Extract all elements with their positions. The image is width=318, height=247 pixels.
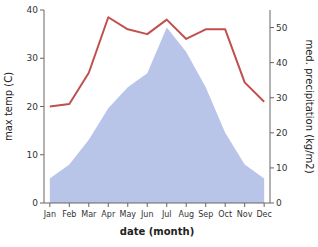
x-tick-label: Aug [178, 210, 194, 219]
y2-tick-label: 0 [276, 198, 282, 208]
y-tick-label: 10 [27, 150, 39, 160]
plot-area [50, 17, 264, 203]
y-axis-label: max temp (C) [3, 72, 14, 141]
x-tick-label: Jul [161, 210, 172, 219]
x-tick [225, 203, 226, 207]
x-tick-label: Apr [101, 210, 116, 219]
y2-tick [270, 167, 274, 168]
x-tick-label: Mar [81, 210, 97, 219]
y2-tick [270, 203, 274, 204]
y-tick [40, 58, 44, 59]
x-tick [49, 203, 50, 207]
y2-tick [270, 27, 274, 28]
x-tick [264, 203, 265, 207]
x-tick-label: Jun [140, 210, 154, 219]
y-tick [40, 154, 44, 155]
y-tick-label: 20 [27, 102, 39, 112]
x-tick-label: Sep [198, 210, 213, 219]
y2-tick [270, 132, 274, 133]
y2-tick-label: 10 [276, 163, 288, 173]
x-tick [147, 203, 148, 207]
x-tick [108, 203, 109, 207]
x-tick [69, 203, 70, 207]
x-tick [205, 203, 206, 207]
chart-svg: 0 10 20 30 40 0 10 20 30 40 50 Jan Feb Mar Apr MayJun Ju… [0, 0, 318, 247]
x-axis-label: date (month) [120, 226, 194, 237]
x-tick-label: May [120, 210, 137, 219]
x-tick-label: Dec [256, 210, 271, 219]
y2-tick-label: 30 [276, 93, 288, 103]
x-tick [88, 203, 89, 207]
x-tick [166, 203, 167, 207]
y2-tick-label: 40 [276, 58, 288, 68]
y2-axis-label: med. precipitation (kg/m2) [304, 39, 315, 173]
x-tick-label: Oct [218, 210, 232, 219]
x-axis-line [44, 203, 270, 204]
x-tick-label: Feb [62, 210, 76, 219]
y2-tick-label: 50 [276, 23, 288, 33]
y-tick-label: 30 [27, 53, 39, 63]
y-tick [40, 106, 44, 107]
y2-axis-line [270, 10, 271, 203]
x-tick [186, 203, 187, 207]
x-tick [127, 203, 128, 207]
y-tick-label: 40 [27, 5, 39, 15]
y-tick [40, 10, 44, 11]
x-tick [244, 203, 245, 207]
x-tick-label: Jan [43, 210, 56, 219]
temp-line [50, 17, 264, 106]
y-tick-label: 0 [32, 198, 38, 208]
y2-tick [270, 62, 274, 63]
precip-area [50, 28, 264, 203]
y-tick [40, 203, 44, 204]
y2-tick [270, 97, 274, 98]
y2-tick-label: 20 [276, 128, 288, 138]
chart-container: 0 10 20 30 40 0 10 20 30 40 50 Jan Feb Mar Apr MayJun Ju… [0, 0, 318, 247]
x-tick-label: Nov [237, 210, 253, 219]
